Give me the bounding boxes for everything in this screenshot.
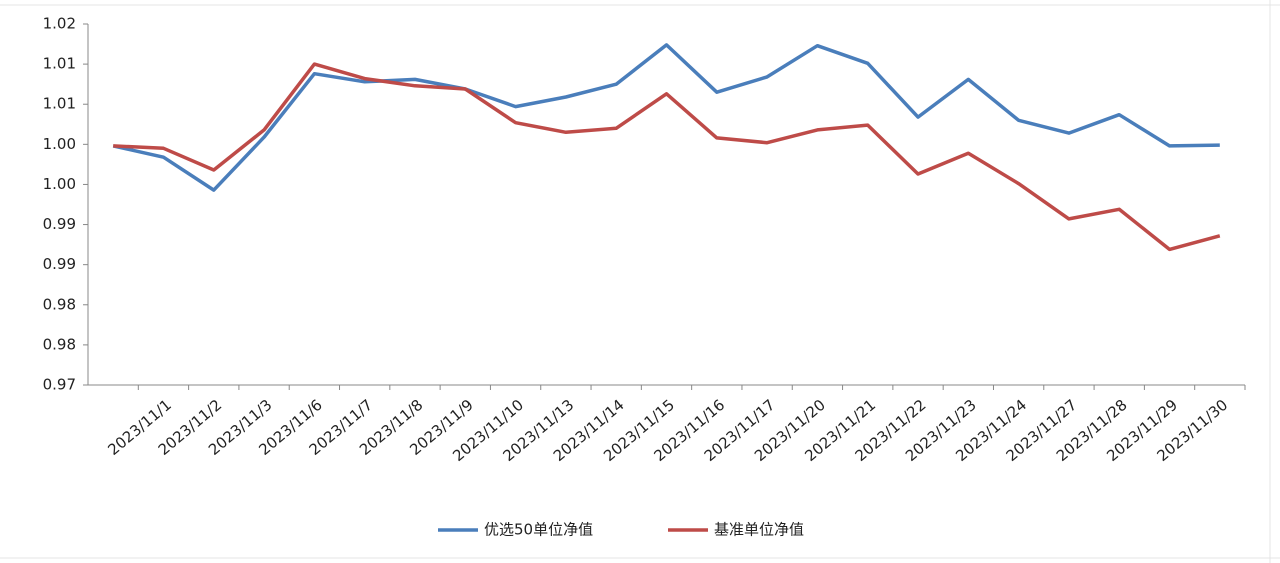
y-tick-label: 0.99 — [43, 215, 76, 233]
y-tick-label: 0.97 — [43, 376, 76, 394]
y-tick-label: 1.02 — [43, 15, 76, 33]
y-tick-label: 1.00 — [43, 175, 76, 193]
y-tick-label: 1.01 — [43, 55, 76, 73]
line-series — [112, 43, 1220, 192]
legend-label: 基准单位净值 — [714, 521, 804, 539]
line-series — [113, 62, 1221, 252]
y-tick-label: 1.01 — [43, 95, 76, 113]
y-tick-label: 0.99 — [43, 255, 76, 273]
y-tick-label: 0.98 — [43, 295, 76, 313]
y-tick-label: 0.98 — [43, 335, 76, 353]
y-tick-label: 1.00 — [43, 135, 76, 153]
legend-label: 优选50单位净值 — [484, 521, 593, 539]
